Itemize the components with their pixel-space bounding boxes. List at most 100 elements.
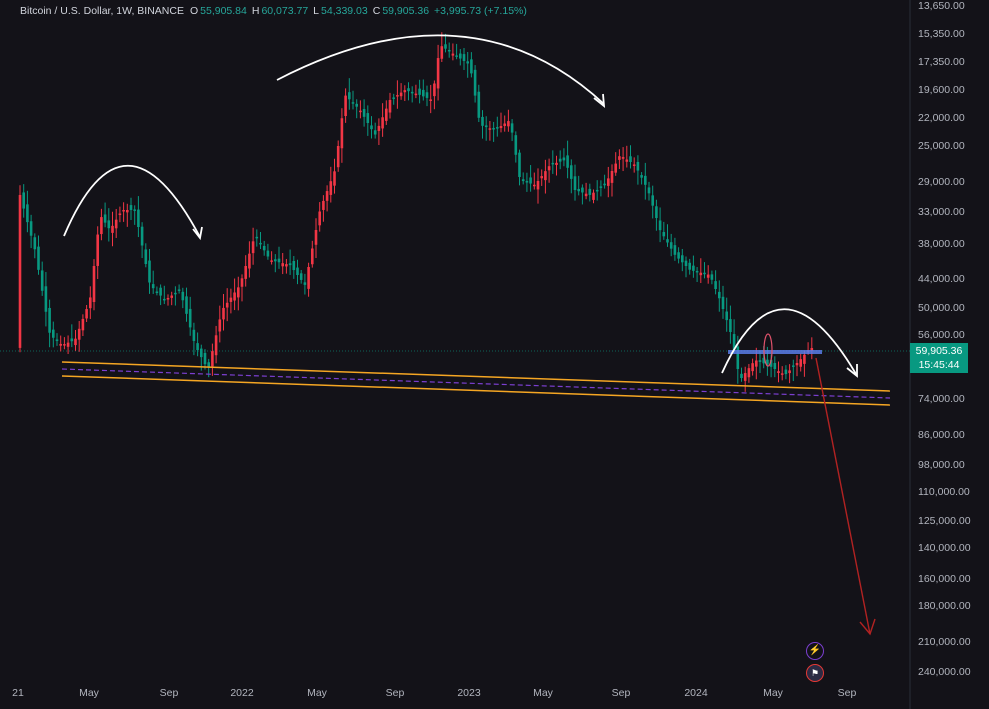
candle-body bbox=[225, 302, 229, 308]
candle-body bbox=[577, 188, 580, 192]
time-tick-label: May bbox=[533, 687, 554, 699]
candle-body bbox=[621, 157, 625, 159]
candle-body bbox=[447, 49, 451, 52]
candle-body bbox=[651, 195, 654, 206]
candle-body bbox=[629, 156, 632, 162]
price-tick-label: 17,350.00 bbox=[918, 56, 965, 68]
candle-body bbox=[151, 284, 155, 289]
candle-body bbox=[70, 338, 74, 342]
price-axis[interactable]: 13,650.00 15,350.00 17,350.00 19,600.00 22,0… bbox=[918, 0, 971, 678]
candle-body bbox=[688, 262, 691, 270]
candle-body bbox=[451, 53, 455, 56]
time-tick-label: Sep bbox=[612, 687, 631, 699]
support-line-upper[interactable] bbox=[61, 361, 891, 392]
candle-body bbox=[259, 242, 262, 245]
candle-body bbox=[133, 209, 136, 211]
candle-body bbox=[177, 289, 181, 291]
support-line-lower[interactable] bbox=[61, 375, 891, 406]
candle-body bbox=[181, 291, 185, 301]
flag-us-icon[interactable]: ⚑ bbox=[806, 664, 824, 682]
candle-body bbox=[18, 195, 22, 348]
candle-body bbox=[211, 351, 214, 367]
time-tick-label: May bbox=[79, 687, 100, 699]
candle-body bbox=[285, 264, 288, 267]
candle-body bbox=[470, 59, 473, 74]
candle-body bbox=[692, 265, 695, 271]
candle-body bbox=[551, 162, 555, 165]
time-tick-label: 21 bbox=[12, 687, 24, 699]
candle-body bbox=[74, 338, 77, 346]
candle-body bbox=[507, 121, 510, 127]
candle-body bbox=[155, 291, 159, 294]
candle-body bbox=[644, 175, 647, 185]
resistance-zone[interactable] bbox=[728, 350, 822, 354]
candle-body bbox=[203, 352, 207, 365]
candle-body bbox=[107, 220, 111, 229]
highlight-ellipse[interactable] bbox=[763, 333, 773, 367]
support-mid-dashed[interactable] bbox=[61, 368, 891, 399]
price-tick-label: 22,000.00 bbox=[918, 112, 965, 124]
candle-body bbox=[795, 363, 799, 366]
candle-body bbox=[344, 95, 347, 117]
candle-body bbox=[270, 260, 273, 262]
projection-arrow[interactable] bbox=[815, 357, 871, 635]
price-tick-label: 56,000.00 bbox=[918, 329, 965, 341]
candle-body bbox=[710, 274, 714, 280]
candle-body bbox=[459, 53, 462, 59]
candle-body bbox=[632, 164, 636, 166]
candle-body bbox=[218, 319, 222, 332]
candle-body bbox=[729, 319, 732, 332]
candle-body bbox=[555, 162, 558, 165]
candle-body bbox=[166, 298, 170, 300]
candle-body bbox=[255, 236, 259, 239]
price-tick-label: 98,000.00 bbox=[918, 459, 965, 471]
time-tick-label: Sep bbox=[386, 687, 405, 699]
price-tick-label: 25,000.00 bbox=[918, 140, 965, 152]
time-tick-label: Sep bbox=[160, 687, 179, 699]
candle-body bbox=[103, 214, 107, 223]
time-tick-label: 2023 bbox=[457, 687, 481, 699]
arc-arrowhead-2021 bbox=[192, 226, 203, 241]
arc-top-2021[interactable] bbox=[63, 164, 201, 238]
symbol-title[interactable]: Bitcoin / U.S. Dollar, 1W, BINANCE bbox=[20, 5, 184, 17]
candle-body bbox=[540, 176, 543, 179]
time-axis[interactable]: 21 May Sep 2022 May Sep 2023 May Sep 2024 May Sep bbox=[12, 687, 856, 699]
lightning-icon[interactable]: ⚡ bbox=[806, 642, 824, 660]
high-label: H bbox=[251, 5, 260, 17]
candle-body bbox=[581, 187, 584, 193]
candle-body bbox=[714, 281, 717, 289]
arc-top-2022[interactable] bbox=[276, 34, 605, 105]
candle-body bbox=[655, 206, 658, 218]
arc-top-2024[interactable] bbox=[721, 308, 857, 375]
candle-body bbox=[610, 171, 614, 183]
candle-body bbox=[137, 209, 140, 227]
candle-body bbox=[266, 250, 270, 257]
candle-body bbox=[477, 91, 481, 118]
projection-arrowhead bbox=[859, 618, 876, 636]
candle-body bbox=[44, 286, 48, 312]
candle-body bbox=[373, 130, 377, 135]
candle-body bbox=[59, 343, 62, 346]
candle-body bbox=[762, 357, 765, 364]
candle-body bbox=[170, 295, 173, 298]
candle-body bbox=[699, 272, 703, 276]
candle-body bbox=[388, 100, 392, 113]
candle-body bbox=[362, 109, 366, 117]
candle-body bbox=[736, 346, 740, 369]
candle-body bbox=[240, 278, 244, 287]
candle-body bbox=[499, 126, 503, 129]
candles bbox=[18, 32, 814, 392]
price-tick-label: 13,650.00 bbox=[918, 0, 965, 12]
candle-body bbox=[355, 103, 358, 107]
candle-body bbox=[751, 363, 754, 372]
current-price-value: 59,905.36 bbox=[915, 345, 963, 357]
candle-body bbox=[399, 92, 403, 97]
candle-body bbox=[29, 221, 33, 236]
candle-body bbox=[403, 90, 407, 93]
candle-body bbox=[570, 165, 573, 179]
candle-body bbox=[207, 362, 210, 367]
candle-body bbox=[658, 220, 662, 231]
candle-body bbox=[703, 272, 706, 275]
candle-body bbox=[784, 369, 788, 375]
